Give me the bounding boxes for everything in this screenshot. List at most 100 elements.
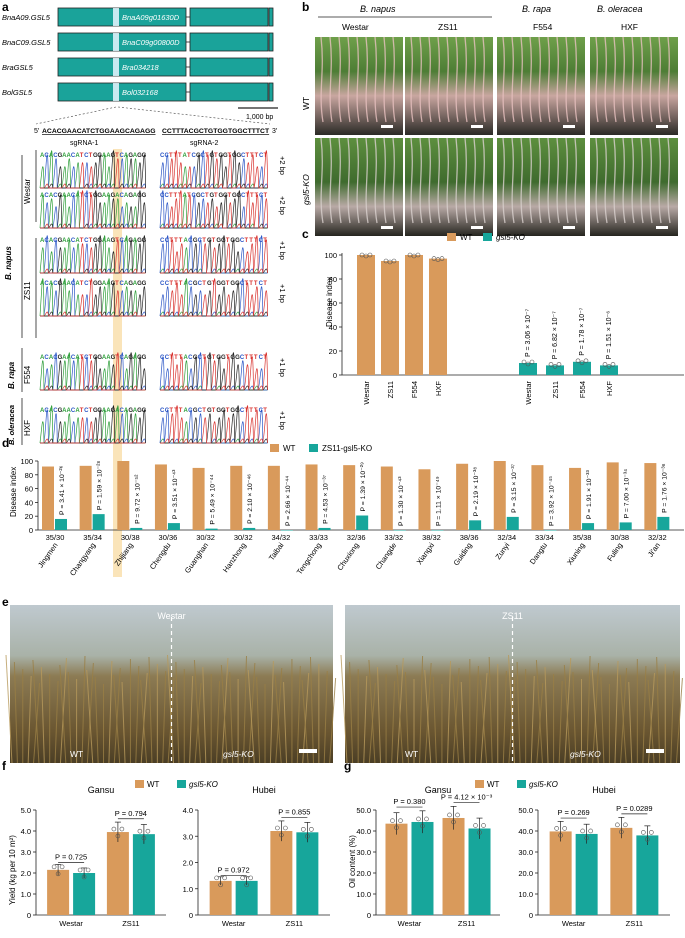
bar-wt: [418, 469, 431, 530]
base-call: T: [115, 238, 119, 244]
gene-target-mark: [113, 58, 119, 76]
bar-ko: [636, 835, 659, 915]
y-tick-label: 0: [29, 526, 33, 535]
p-value: P = 4.12 × 10⁻³: [441, 792, 493, 801]
base-call: G: [128, 408, 133, 414]
plant-stalk: [275, 667, 283, 764]
data-point: [77, 867, 83, 873]
x-tick-label: Westar: [524, 381, 533, 405]
base-call: T: [214, 193, 218, 199]
y-axis-label: Disease index: [9, 467, 18, 517]
plant-stalk: [269, 660, 274, 764]
field-label-ko: gsl5-KO: [570, 749, 601, 759]
y-tick-label: 2.0: [21, 869, 31, 878]
base-call: T: [255, 193, 259, 199]
p-value: P = 1.76 × 10⁻³⁸: [661, 463, 668, 513]
y-tick-label: 80: [25, 471, 33, 480]
bar-wt: [209, 880, 232, 915]
x-tick-label: Changyang: [68, 541, 97, 578]
p-value: P = 0.0289: [616, 804, 652, 813]
data-point: [390, 818, 395, 823]
base-call: C: [259, 153, 264, 159]
plant-stalk: [516, 661, 521, 764]
scale-bar: [563, 125, 575, 128]
bar-ko: [468, 828, 491, 915]
panel-a: BnaA09.GSL5 BnaA09g01630D BnaC09.GSL5 BnaC0…: [2, 7, 287, 577]
data-point: [623, 822, 628, 828]
cultivar-zs11: ZS11: [438, 22, 458, 32]
plant-stalk: [340, 654, 348, 764]
cultivar-f554: F554: [533, 22, 553, 32]
base-call: A: [75, 408, 80, 414]
legend-wt: WT: [487, 780, 500, 789]
sample-count: 35/38: [573, 533, 592, 542]
data-point: [552, 364, 558, 369]
base-call: T: [245, 355, 249, 361]
y-axis-label: Disease index: [325, 277, 334, 327]
base-call: T: [169, 281, 173, 287]
plant-stalk: [377, 666, 381, 764]
cultivar-westar: Westar: [342, 22, 369, 32]
base-call: G: [93, 238, 98, 244]
scale-bar: [656, 125, 668, 128]
plant-stalk: [586, 655, 591, 764]
plant-stalk: [563, 664, 571, 764]
panel-letter-d: d: [2, 436, 9, 450]
panel-letter-a: a: [2, 0, 9, 14]
plant-stalk: [591, 669, 599, 764]
p-value: P = 3.06 × 10⁻⁷: [525, 308, 532, 357]
base-call: G: [111, 408, 116, 414]
bar-ko: [296, 832, 319, 915]
x-tick-label: Westar: [222, 919, 246, 928]
plant-stalk: [309, 656, 314, 764]
base-call: C: [201, 153, 206, 159]
plant-stalk: [86, 662, 94, 764]
scale-bar-label: 1,000 bp: [246, 114, 273, 121]
base-call: T: [254, 408, 258, 414]
data-point: [645, 837, 650, 842]
base-call: G: [196, 193, 201, 199]
base-call: A: [106, 408, 111, 414]
data-point: [649, 830, 654, 835]
field-label-wt: WT: [70, 749, 83, 759]
bar-wt: [606, 462, 619, 530]
plant-stem: [374, 137, 378, 224]
plant-stalk: [670, 670, 675, 764]
bar-wt: [549, 831, 572, 915]
base-call: T: [212, 238, 216, 244]
base-call: G: [58, 238, 63, 244]
y-tick-label: 60: [329, 299, 337, 308]
gene-exon-2: [189, 57, 269, 77]
base-call: T: [80, 408, 84, 414]
data-point: [81, 874, 87, 880]
mutation-label: +1 bp: [278, 358, 287, 377]
plant-stalk: [202, 666, 207, 764]
bar-wt: [106, 832, 129, 915]
base-call: G: [137, 238, 142, 244]
data-point: [439, 256, 445, 261]
base-call: T: [212, 355, 216, 361]
y-tick-label: 40.0: [356, 827, 371, 836]
y-tick-label: 1.0: [183, 885, 193, 894]
bar-wt: [267, 465, 280, 530]
plant-stem: [556, 137, 560, 224]
base-call: G: [230, 281, 235, 287]
plant-stalk: [592, 662, 600, 764]
plant-stem: [455, 36, 459, 123]
data-point: [554, 826, 559, 831]
chart-title: Hubei: [252, 785, 276, 795]
gene-id: BnaC09g00800D: [122, 38, 180, 47]
plant-stalk: [248, 662, 256, 764]
plant-stalk: [247, 669, 255, 764]
plant-stem: [356, 137, 360, 224]
plant-stalk: [54, 680, 59, 764]
base-call: A: [133, 355, 138, 361]
gene-target-mark: [113, 83, 119, 101]
data-point: [602, 362, 608, 367]
bar-wt: [47, 869, 70, 915]
data-point: [558, 833, 563, 838]
data-point: [309, 827, 314, 832]
scale-bar: [646, 749, 664, 753]
bar-ko: [393, 530, 406, 531]
x-tick-label: Taibai: [267, 541, 286, 562]
